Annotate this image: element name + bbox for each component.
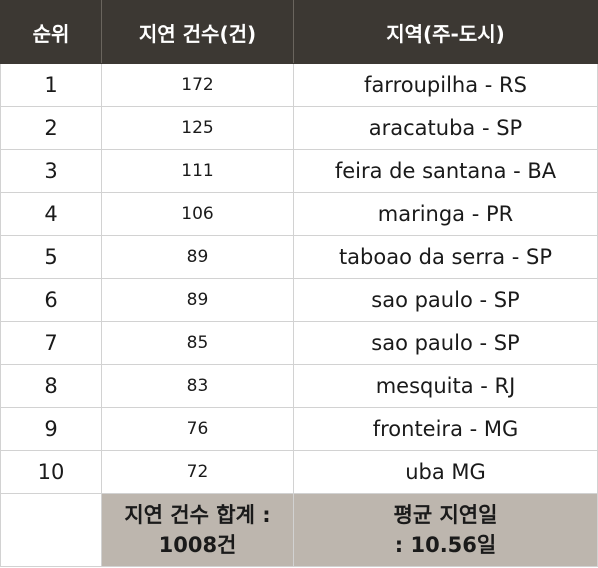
delay-count-cell: 89 (101, 235, 294, 279)
region-cell: sao paulo - SP (293, 321, 598, 365)
region-cell: fronteira - MG (293, 407, 598, 451)
delay-count-cell: 125 (101, 106, 294, 150)
table-row: 5 89 taboao da serra - SP (0, 235, 598, 279)
total-delay-count-label: 지연 건수 합계 : (124, 503, 271, 527)
average-delay-days-cell: 평균 지연일 : 10.56일 (293, 493, 598, 567)
delay-count-cell: 72 (101, 450, 294, 494)
region-cell: feira de santana - BA (293, 149, 598, 193)
rank-cell: 3 (0, 149, 102, 193)
delay-count-cell: 89 (101, 278, 294, 322)
rank-cell: 2 (0, 106, 102, 150)
rank-cell: 6 (0, 278, 102, 322)
rank-cell: 10 (0, 450, 102, 494)
average-delay-days-label: 평균 지연일 (393, 503, 498, 527)
rank-cell: 5 (0, 235, 102, 279)
average-delay-days-value: : 10.56일 (394, 533, 497, 557)
rank-cell: 7 (0, 321, 102, 365)
delay-count-cell: 111 (101, 149, 294, 193)
region-cell: sao paulo - SP (293, 278, 598, 322)
table-row: 9 76 fronteira - MG (0, 407, 598, 451)
table-row: 7 85 sao paulo - SP (0, 321, 598, 365)
table-body: 1 172 farroupilha - RS 2 125 aracatuba -… (0, 63, 598, 494)
header-row: 순위 지연 건수(건) 지역(주-도시) (0, 0, 598, 64)
rank-cell: 8 (0, 364, 102, 408)
rank-cell: 4 (0, 192, 102, 236)
delay-count-cell: 172 (101, 63, 294, 107)
summary-blank-cell (0, 493, 102, 567)
table-row: 2 125 aracatuba - SP (0, 106, 598, 150)
header-delay-count: 지연 건수(건) (101, 0, 294, 64)
total-delay-count-value: 1008건 (158, 533, 237, 557)
rank-cell: 9 (0, 407, 102, 451)
table-row: 10 72 uba MG (0, 450, 598, 494)
table-row: 3 111 feira de santana - BA (0, 149, 598, 193)
summary-row: 지연 건수 합계 : 1008건 평균 지연일 : 10.56일 (0, 493, 598, 567)
delay-count-cell: 83 (101, 364, 294, 408)
delay-count-cell: 106 (101, 192, 294, 236)
region-cell: maringa - PR (293, 192, 598, 236)
header-rank: 순위 (0, 0, 102, 64)
table-row: 8 83 mesquita - RJ (0, 364, 598, 408)
table-header: 순위 지연 건수(건) 지역(주-도시) (0, 0, 598, 64)
table-row: 6 89 sao paulo - SP (0, 278, 598, 322)
delay-count-cell: 85 (101, 321, 294, 365)
region-cell: aracatuba - SP (293, 106, 598, 150)
region-cell: farroupilha - RS (293, 63, 598, 107)
table-footer: 지연 건수 합계 : 1008건 평균 지연일 : 10.56일 (0, 493, 598, 567)
header-region: 지역(주-도시) (293, 0, 598, 64)
table-row: 1 172 farroupilha - RS (0, 63, 598, 107)
delay-count-cell: 76 (101, 407, 294, 451)
region-cell: mesquita - RJ (293, 364, 598, 408)
rank-cell: 1 (0, 63, 102, 107)
region-cell: taboao da serra - SP (293, 235, 598, 279)
table-row: 4 106 maringa - PR (0, 192, 598, 236)
region-cell: uba MG (293, 450, 598, 494)
total-delay-count-cell: 지연 건수 합계 : 1008건 (101, 493, 294, 567)
